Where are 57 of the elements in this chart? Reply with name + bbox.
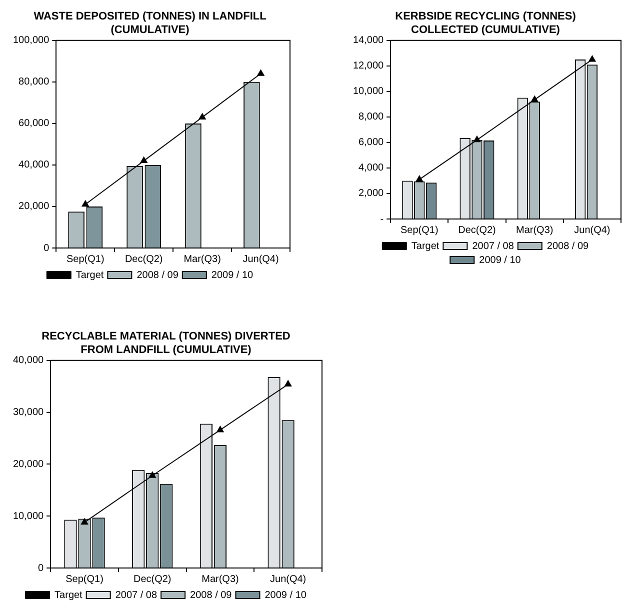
legend-label: 2007 / 08 bbox=[472, 240, 514, 252]
y-tick-label: 80,000 bbox=[18, 76, 50, 88]
x-tick-label: Jun(Q4) bbox=[242, 254, 279, 265]
y-tick-label: 6,000 bbox=[358, 137, 384, 148]
x-tick-label: Dec(Q2) bbox=[124, 254, 163, 265]
point bbox=[257, 70, 264, 76]
point bbox=[140, 156, 148, 164]
legend-label: 2008 / 09 bbox=[136, 270, 179, 281]
y-tick-label: 60,000 bbox=[18, 118, 50, 130]
y-tick-label: - bbox=[380, 214, 384, 225]
legend-label: Target bbox=[411, 240, 440, 252]
y-tick-label: 8,000 bbox=[358, 112, 384, 123]
point bbox=[216, 426, 224, 432]
x-tick-label: Sep(Q1) bbox=[66, 574, 104, 585]
x-tick-label: Jun(Q4) bbox=[574, 224, 610, 236]
x-tick-label: Mar(Q3) bbox=[202, 574, 239, 585]
y-tick-label: 20,000 bbox=[18, 201, 50, 212]
point bbox=[82, 200, 89, 207]
x-tick-label: Dec(Q2) bbox=[458, 224, 496, 236]
x-tick-label: Sep(Q1) bbox=[400, 224, 438, 236]
y-tick-label: 40,000 bbox=[18, 160, 50, 171]
x-tick-label: Dec(Q2) bbox=[133, 574, 172, 585]
y-tick-label: 14,000 bbox=[352, 35, 384, 46]
y-tick-label: 0 bbox=[44, 242, 50, 254]
y-tick-label: 20,000 bbox=[12, 458, 44, 470]
point bbox=[416, 175, 423, 182]
point bbox=[588, 56, 596, 62]
point bbox=[531, 96, 538, 102]
y-tick-label: 100,000 bbox=[12, 35, 50, 46]
x-tick-label: Sep(Q1) bbox=[66, 254, 104, 265]
y-tick-label: 12,000 bbox=[352, 60, 384, 72]
y-tick-label: 0 bbox=[38, 562, 44, 574]
point bbox=[198, 113, 206, 120]
chart-title: WASTE DEPOSITED (TONNES) IN LANDFILL (CUMULATIVE) bbox=[34, 10, 267, 36]
y-tick-label: 40,000 bbox=[12, 355, 44, 366]
x-tick-label: Mar(Q3) bbox=[516, 224, 554, 236]
x-tick-label: Mar(Q3) bbox=[184, 254, 221, 265]
legend-label: 2008 / 09 bbox=[190, 590, 232, 601]
legend-label: 2009 / 10 bbox=[264, 590, 307, 601]
legend-label: Target bbox=[76, 270, 104, 281]
legend-label: 2008 / 09 bbox=[546, 240, 590, 252]
legend-label: 2007 / 08 bbox=[115, 590, 158, 601]
x-tick-label: Jun(Q4) bbox=[270, 574, 306, 585]
point bbox=[80, 518, 88, 525]
chart-title: KERBSIDE RECYCLING (TONNES) COLLECTED (CUMULATIVE) bbox=[395, 10, 576, 36]
y-tick-label: 10,000 bbox=[352, 86, 384, 98]
legend-label: 2009 / 10 bbox=[479, 254, 522, 266]
y-tick-label: 10,000 bbox=[12, 510, 44, 522]
y-tick-label: 4,000 bbox=[358, 162, 384, 174]
y-tick-label: 2,000 bbox=[358, 188, 384, 200]
point bbox=[148, 472, 156, 478]
legend-label: Target bbox=[54, 590, 83, 601]
point bbox=[473, 136, 481, 142]
legend-label: 2009 / 10 bbox=[211, 270, 254, 281]
point bbox=[284, 380, 292, 387]
chart-title: RECYCLABLE MATERIAL (TONNES) DIVERTED FROM LANDFILL (CUMULATIVE) bbox=[42, 330, 290, 356]
y-tick-label: 30,000 bbox=[12, 407, 44, 418]
